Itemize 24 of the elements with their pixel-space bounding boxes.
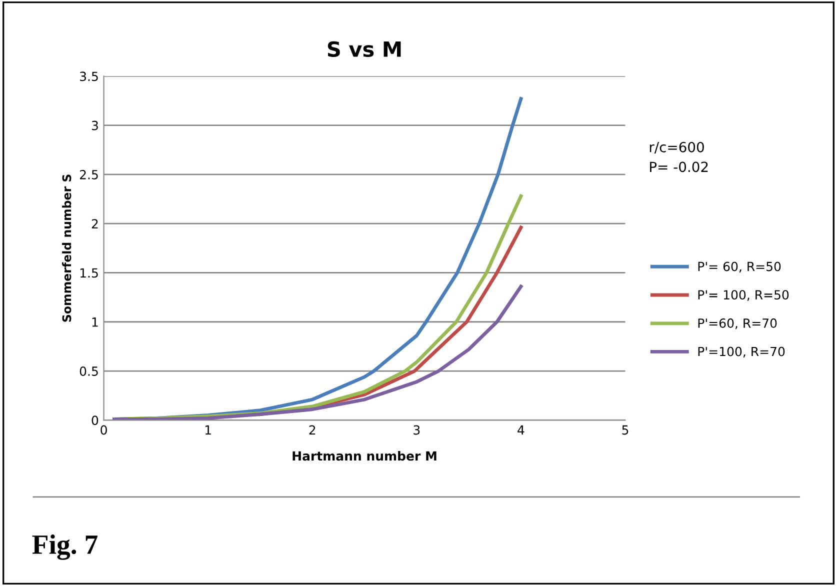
legend-label: P'=60, R=70 bbox=[698, 318, 777, 330]
x-tick-label: 4 bbox=[518, 425, 524, 435]
legend-label: P'= 100, R=50 bbox=[698, 290, 789, 301]
caption: Fig. 7 bbox=[32, 534, 98, 560]
y-tick-label: 2 bbox=[92, 219, 98, 228]
y-tick-label: 0 bbox=[92, 416, 98, 426]
y-axis-title: Sommerfeld number S bbox=[62, 174, 72, 322]
x-tick-label: 2 bbox=[309, 425, 316, 435]
y-tick-label: 1.5 bbox=[80, 268, 98, 278]
x-axis-title: Hartmann number M bbox=[292, 451, 436, 461]
line-series bbox=[112, 284, 523, 420]
x-tick-label: 5 bbox=[622, 425, 628, 435]
legend-label: P'= 60, R=50 bbox=[698, 262, 781, 272]
x-tick-label: 0 bbox=[100, 425, 107, 435]
y-tick-label: 3 bbox=[92, 120, 98, 130]
text: r/c=600 P= -0.02 bbox=[650, 142, 708, 172]
legend-label: P'=100, R=70 bbox=[698, 346, 785, 358]
y-tick-label: 2.5 bbox=[80, 170, 98, 180]
y-tick-label: 0.5 bbox=[80, 366, 98, 376]
x-tick-label: 3 bbox=[414, 425, 420, 435]
chart-title: S vs M bbox=[328, 41, 401, 58]
y-tick-label: 1 bbox=[92, 318, 98, 327]
y-tick-label: 3.5 bbox=[80, 72, 98, 82]
x-tick-label: 1 bbox=[205, 425, 211, 435]
